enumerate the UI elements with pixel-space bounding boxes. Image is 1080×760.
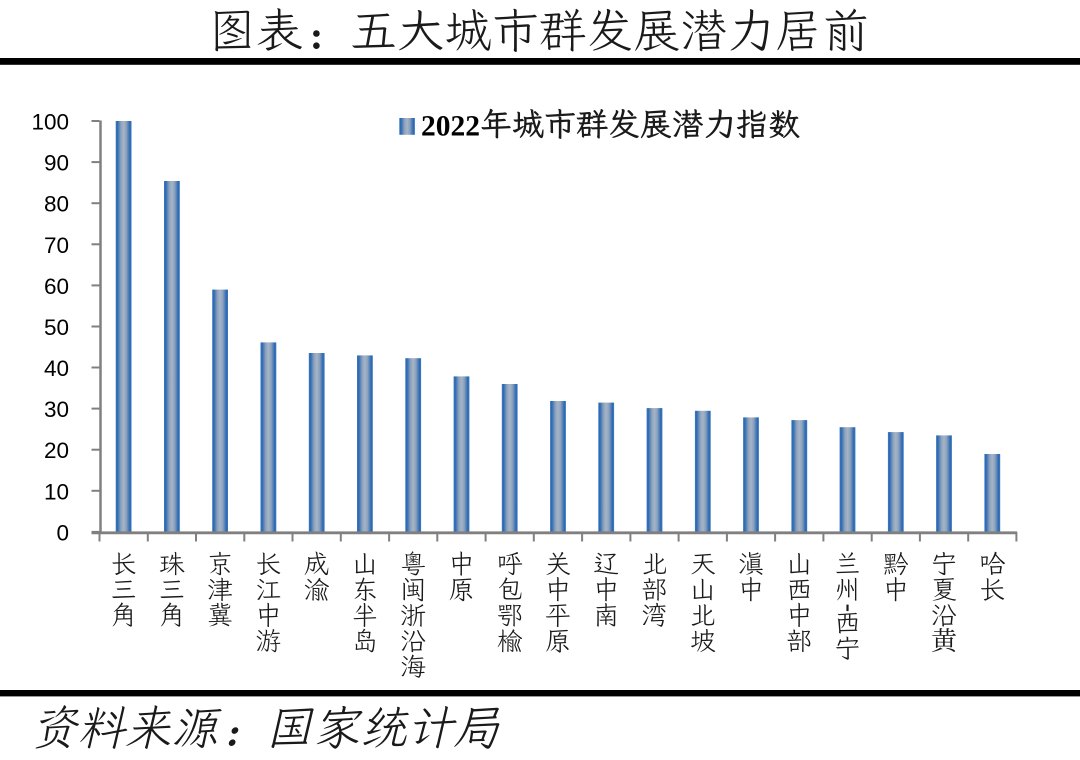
svg-text:100: 100	[31, 110, 69, 135]
svg-text:60: 60	[44, 274, 69, 299]
svg-text:10: 10	[44, 479, 69, 504]
svg-text:2022: 2022	[421, 111, 480, 143]
svg-text:80: 80	[44, 192, 69, 217]
svg-text:70: 70	[44, 233, 69, 258]
svg-text:20: 20	[44, 438, 69, 463]
svg-text:30: 30	[44, 397, 69, 422]
svg-text:40: 40	[44, 356, 69, 381]
svg-text:0: 0	[56, 520, 69, 545]
svg-text:90: 90	[44, 151, 69, 176]
svg-text:50: 50	[44, 315, 69, 340]
